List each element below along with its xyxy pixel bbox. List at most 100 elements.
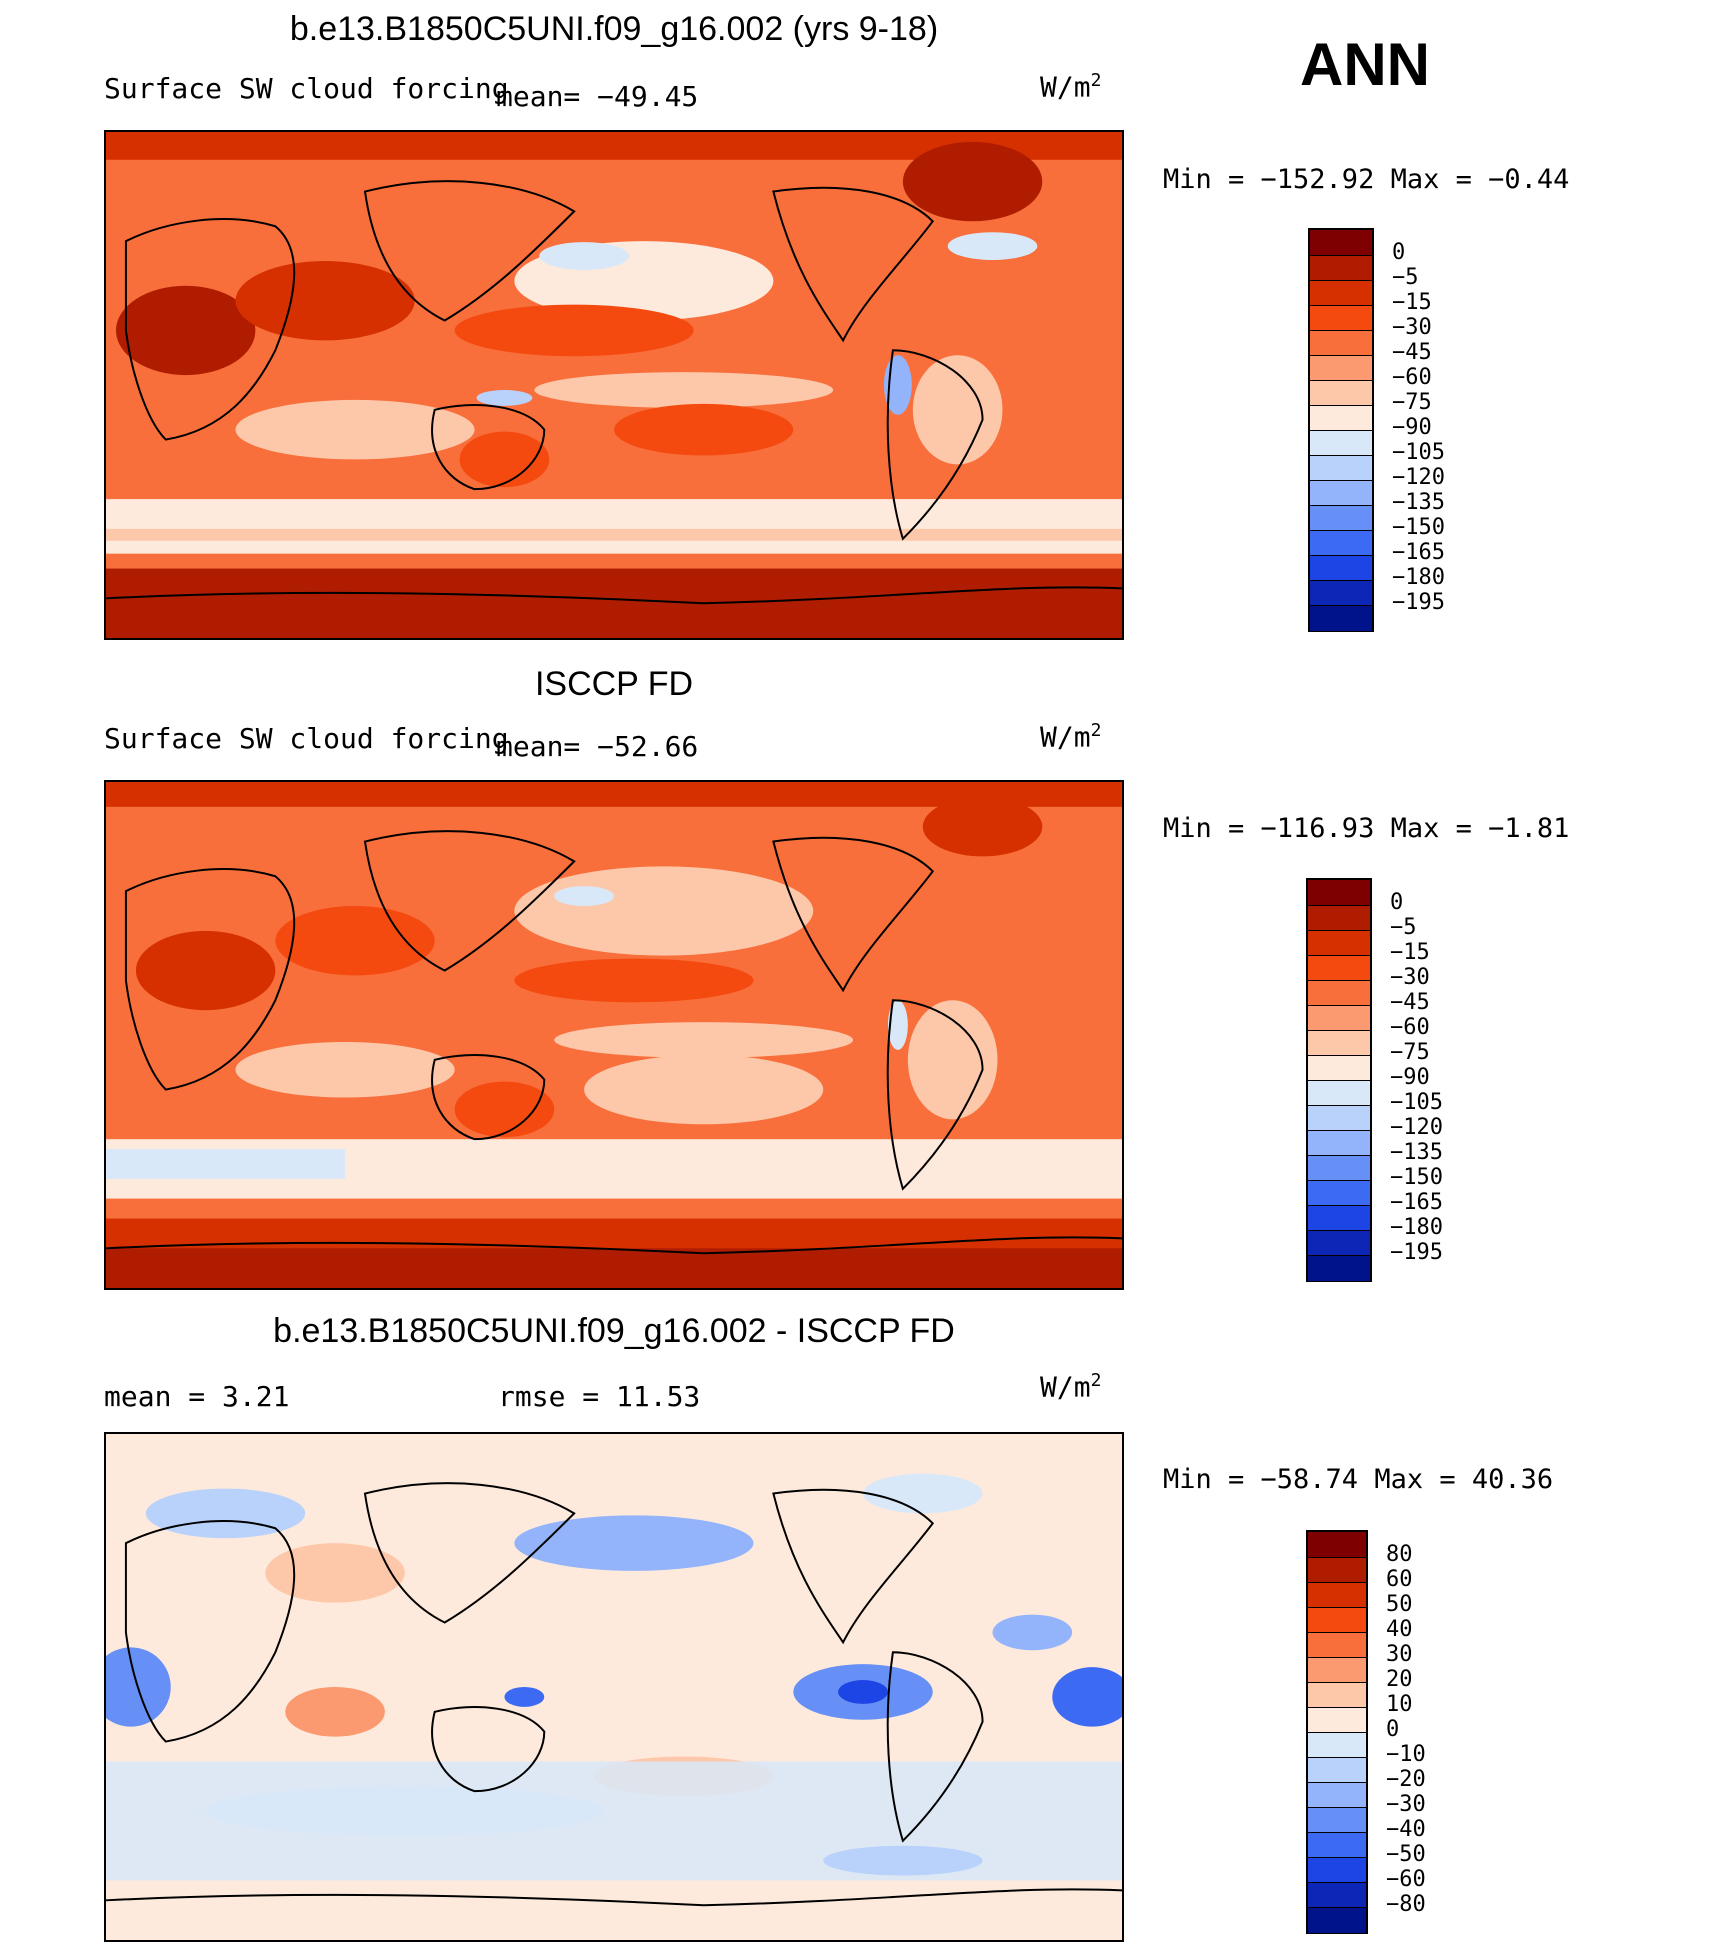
- cbar2-swatch: [1308, 955, 1370, 981]
- cblabels3-tick: −10: [1386, 1742, 1426, 1767]
- cblabels1-tick: −75: [1392, 390, 1432, 415]
- panel3-title: b.e13.B1850C5UNI.f09_g16.002 - ISCCP FD: [273, 1312, 955, 1350]
- panel2-coast-antarctica: [106, 1236, 1122, 1255]
- panel1-itcz: [534, 372, 834, 408]
- panel2-sahara: [135, 930, 276, 1011]
- cbar2-swatch: [1308, 1230, 1370, 1256]
- panel2-southern-ocean-blue: [106, 1149, 346, 1179]
- cblabels1-tick: −195: [1392, 590, 1445, 615]
- panel3-mean: mean = 3.21: [104, 1380, 290, 1413]
- panel1-minmax: Min = −152.92 Max = −0.44: [1163, 164, 1570, 195]
- cblabels2-tick: −120: [1390, 1115, 1443, 1140]
- cblabels2-tick: −150: [1390, 1165, 1443, 1190]
- panel2-samerica: [907, 1000, 998, 1120]
- cbar1-swatch: [1310, 555, 1372, 581]
- panel2-title: ISCCP FD: [534, 665, 694, 703]
- cblabels1-tick: −90: [1392, 415, 1432, 440]
- panel2-coast-australia: [431, 1054, 546, 1141]
- panel2-npacific-blue: [554, 886, 614, 907]
- cbar2-swatch: [1308, 905, 1370, 931]
- cbar3-swatch: [1308, 1632, 1366, 1658]
- season-label: ANN: [1300, 31, 1430, 98]
- cblabels1-tick: −5: [1392, 265, 1419, 290]
- panel1-spacific: [614, 403, 794, 456]
- panel2-map: [104, 780, 1124, 1290]
- panel3-minmax: Min = −58.74 Max = 40.36: [1163, 1464, 1554, 1495]
- cbar3-swatch: [1308, 1657, 1366, 1683]
- cblabels3-tick: −20: [1386, 1767, 1426, 1792]
- cbar2-swatch: [1308, 1005, 1370, 1031]
- cbar1-swatch: [1310, 230, 1372, 256]
- panel1-natlantic-blue: [947, 232, 1038, 260]
- cbar3-swatch: [1308, 1882, 1366, 1908]
- cbar2-swatch: [1308, 1205, 1370, 1231]
- panel3-canada-blue: [863, 1473, 983, 1514]
- panel2-coast-samerica: [886, 999, 984, 1191]
- panel3-colorbar: [1306, 1530, 1368, 1934]
- cblabels1-tick: 0: [1392, 240, 1406, 265]
- panel3-atlantic-blue-east: [1052, 1667, 1122, 1727]
- cbar2-swatch: [1308, 1080, 1370, 1106]
- panel3-maritime-blue: [504, 1687, 545, 1707]
- cbar1-swatch: [1310, 405, 1372, 431]
- cblabels2-tick: −90: [1390, 1065, 1430, 1090]
- panel1-southern-ocean: [106, 499, 1122, 554]
- panel1-units: W/m2: [1040, 70, 1101, 103]
- panel3-rmse: rmse = 11.53: [498, 1380, 701, 1413]
- cbar2-swatch: [1308, 930, 1370, 956]
- cbar3-swatch: [1308, 1682, 1366, 1708]
- cblabels2-tick: −135: [1390, 1140, 1443, 1165]
- panel1-samerica: [912, 355, 1003, 465]
- cblabels3-tick: 50: [1386, 1592, 1413, 1617]
- panel1-indian-ocean: [235, 399, 475, 460]
- cbar1-swatch: [1310, 305, 1372, 331]
- units-exponent: 2: [1090, 720, 1102, 741]
- cblabels1-tick: −165: [1392, 540, 1445, 565]
- panel3-map: [104, 1432, 1124, 1942]
- panel1-mean: mean= −49.45: [496, 80, 699, 113]
- panel2-greenland: [922, 796, 1043, 857]
- panel3-coast-australia: [431, 1706, 546, 1793]
- cblabels2-tick: −5: [1390, 915, 1417, 940]
- cblabels2-tick: −30: [1390, 965, 1430, 990]
- panel2-map-svg: [106, 782, 1122, 1288]
- cbar2-swatch: [1308, 1105, 1370, 1131]
- panel2-coast-namerica: [772, 836, 935, 993]
- panel1-antarctica: [106, 568, 1122, 638]
- cbar1-swatch: [1310, 280, 1372, 306]
- units-text: W/m: [1040, 720, 1091, 754]
- cbar2-swatch: [1308, 1255, 1370, 1281]
- panel1-coast-samerica: [886, 349, 984, 541]
- panel2-australia: [454, 1081, 555, 1138]
- cbar3-swatch: [1308, 1782, 1366, 1808]
- panel3-map-svg: [106, 1434, 1122, 1940]
- cblabels1-tick: −60: [1392, 365, 1432, 390]
- panel2-npacific-cloud: [514, 866, 814, 956]
- cblabels2-tick: −195: [1390, 1240, 1443, 1265]
- panel2-mean: mean= −52.66: [496, 730, 699, 763]
- cblabels2-tick: −105: [1390, 1090, 1443, 1115]
- cblabels2-tick: −60: [1390, 1015, 1430, 1040]
- panel1-colorbar: [1308, 228, 1374, 632]
- cblabels3-tick: 60: [1386, 1567, 1413, 1592]
- cblabels1-tick: −45: [1392, 340, 1432, 365]
- panel1-map: [104, 130, 1124, 640]
- panel1-asia-desert: [235, 260, 415, 341]
- panel1-coast-asia: [363, 180, 576, 322]
- cbar2-swatch: [1308, 1180, 1370, 1206]
- cbar2-swatch: [1308, 1055, 1370, 1081]
- panel2-itcz: [554, 1022, 854, 1058]
- cblabels1-tick: −180: [1392, 565, 1445, 590]
- panel1-australia: [459, 431, 550, 488]
- panel1-title: b.e13.B1850C5UNI.f09_g16.002 (yrs 9-18): [289, 10, 939, 48]
- cbar1-swatch: [1310, 505, 1372, 531]
- panel2-indian-ocean: [235, 1041, 455, 1098]
- cbar3-swatch: [1308, 1907, 1366, 1933]
- panel3-southern-ocean-core: [205, 1786, 605, 1836]
- cblabels3-tick: 10: [1386, 1692, 1413, 1717]
- units-text: W/m: [1040, 70, 1091, 104]
- panel1-southern-ocean-edge: [106, 528, 1122, 541]
- cbar1-swatch: [1310, 530, 1372, 556]
- panel3-npacific-blue: [514, 1515, 754, 1571]
- cbar1-swatch: [1310, 605, 1372, 631]
